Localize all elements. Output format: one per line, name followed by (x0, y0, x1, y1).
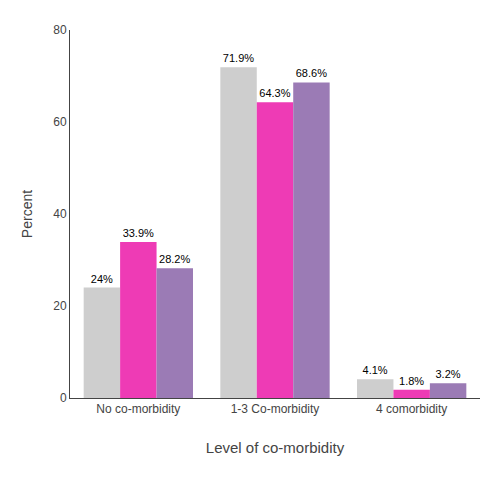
svg-text:0: 0 (60, 391, 67, 405)
svg-text:1.8%: 1.8% (399, 375, 424, 387)
svg-text:80: 80 (53, 23, 67, 37)
svg-text:4.1%: 4.1% (363, 364, 388, 376)
svg-text:24%: 24% (91, 273, 113, 285)
svg-text:60: 60 (53, 115, 67, 129)
svg-text:1-3 Co-morbidity: 1-3 Co-morbidity (231, 402, 320, 416)
svg-text:Percent: Percent (19, 190, 35, 238)
svg-text:4 comorbidity: 4 comorbidity (376, 402, 447, 416)
svg-text:3.2%: 3.2% (435, 368, 460, 380)
svg-text:33.9%: 33.9% (123, 227, 154, 239)
svg-text:28.2%: 28.2% (159, 253, 190, 265)
svg-text:Level of co-morbidity: Level of co-morbidity (206, 439, 345, 456)
svg-text:40: 40 (53, 207, 67, 221)
svg-text:68.6%: 68.6% (296, 67, 327, 79)
svg-text:20: 20 (53, 299, 67, 313)
svg-text:64.3%: 64.3% (259, 87, 290, 99)
svg-text:No co-morbidity: No co-morbidity (96, 402, 180, 416)
svg-text:71.9%: 71.9% (223, 52, 254, 64)
